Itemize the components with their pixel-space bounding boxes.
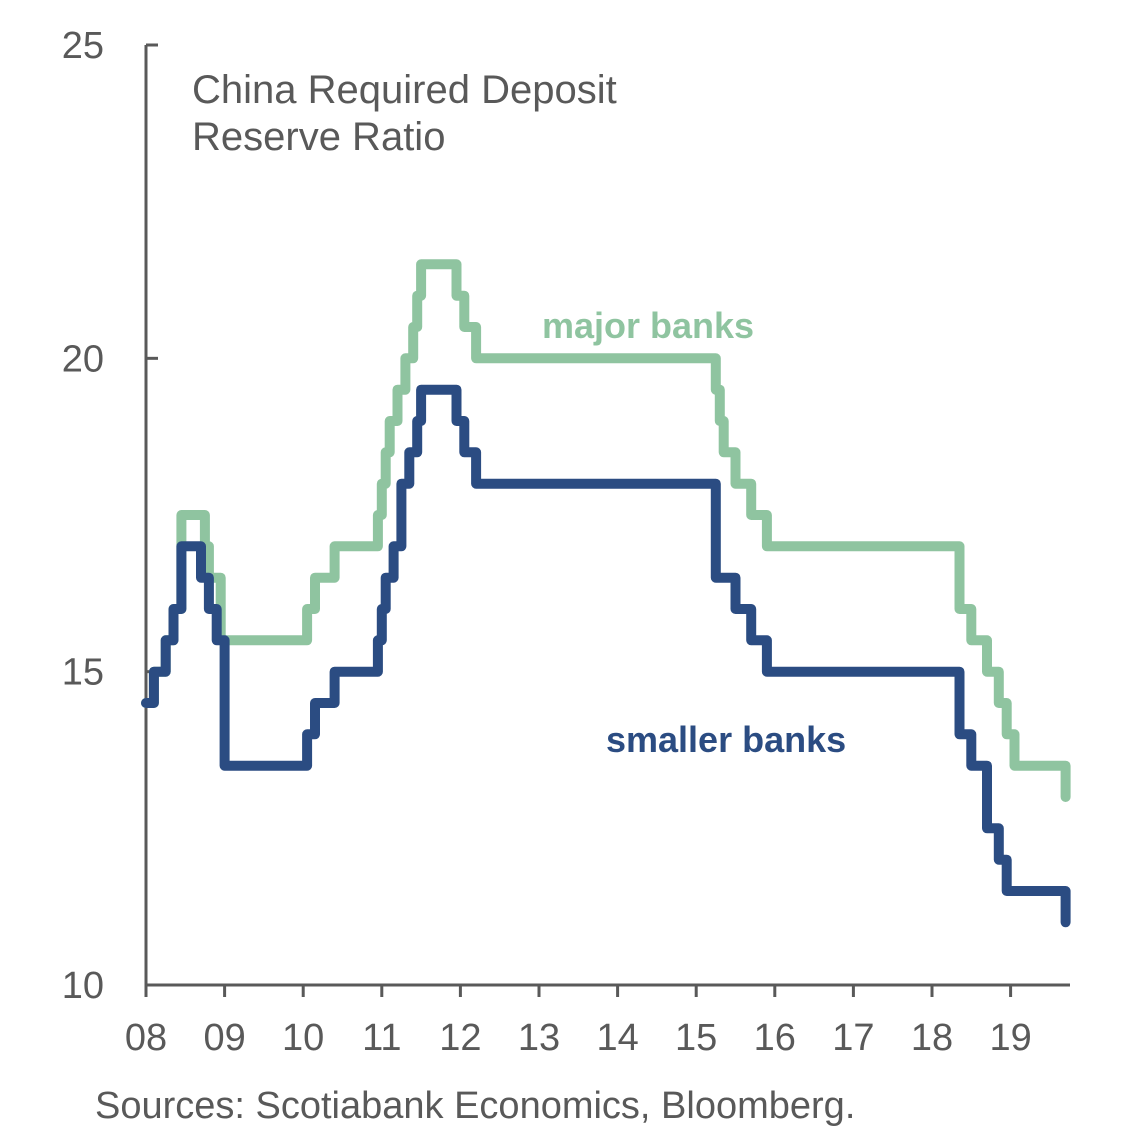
source-note: Sources: Scotiabank Economics, Bloomberg…: [95, 1085, 855, 1127]
x-tick-label: 16: [754, 1017, 796, 1059]
x-tick-label: 13: [518, 1017, 560, 1059]
x-tick-label: 10: [282, 1017, 324, 1059]
x-tick-label: 17: [832, 1017, 874, 1059]
axes: 10 15 20 25 08 09 10 11 12 13 14 15 16 17 18 19: [62, 25, 1070, 1059]
smaller-banks-line: [141, 384, 1071, 928]
major-banks-line: [141, 259, 1071, 802]
x-tick-label: 14: [596, 1017, 638, 1059]
x-tick-label: 08: [125, 1017, 167, 1059]
chart-title-line-1: China Required Deposit: [192, 68, 617, 112]
smaller-banks-label: smaller banks: [606, 719, 846, 760]
x-tick-label: 09: [203, 1017, 245, 1059]
series-layer: [141, 259, 1071, 928]
x-tick-label: 19: [989, 1017, 1031, 1059]
x-tick-label: 15: [675, 1017, 717, 1059]
x-tick-label: 18: [911, 1017, 953, 1059]
y-tick-label: 15: [62, 652, 104, 694]
chart-title-line-2: Reserve Ratio: [192, 115, 445, 159]
y-tick-label: 25: [62, 25, 104, 67]
x-tick-label: 12: [439, 1017, 481, 1059]
y-tick-label: 20: [62, 338, 104, 380]
y-tick-label: 10: [62, 965, 104, 1007]
major-banks-label: major banks: [542, 305, 754, 346]
x-tick-label: 11: [362, 1017, 401, 1059]
